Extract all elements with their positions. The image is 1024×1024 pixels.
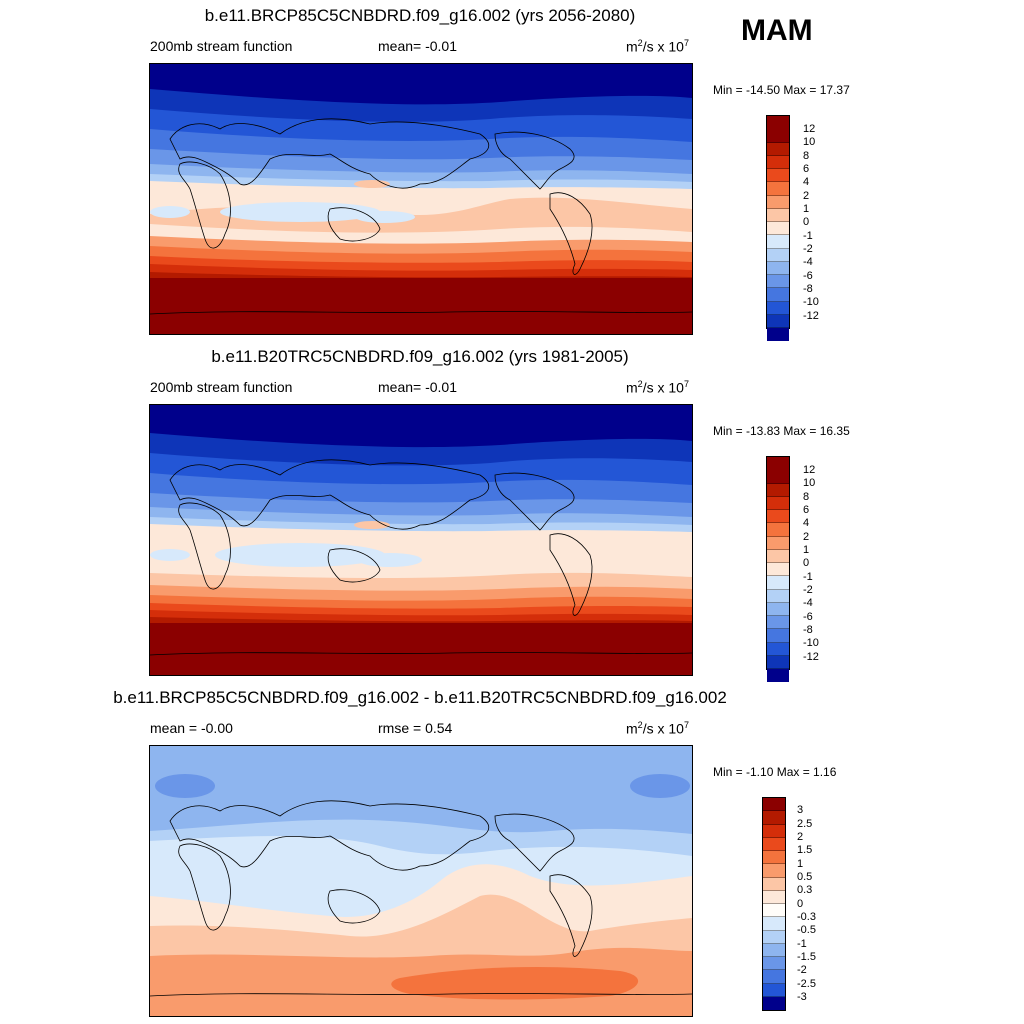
panel-1-minmax: Min = -14.50 Max = 17.37 [713,83,850,97]
panel-1-contour-field [150,64,692,334]
panel-2-variable-label: 200mb stream function [150,379,293,395]
panel-1-title: b.e11.BRCP85C5CNBDRD.f09_g16.002 (yrs 20… [204,6,636,25]
colorbar-label: -0.5 [797,924,816,936]
colorbar-label: -4 [803,256,813,268]
colorbar-label: 6 [803,163,810,175]
panel-2-mean-label: mean= -0.01 [378,379,457,395]
colorbar-label: 8 [803,491,810,503]
colorbar-label: 2 [797,831,804,843]
panel-1-map [149,63,693,335]
panel-1-units: m2/s x 107 [626,38,689,55]
colorbar-label: 2.5 [797,818,813,830]
panel-2-title: b.e11.B20TRC5CNBDRD.f09_g16.002 (yrs 198… [211,347,629,366]
colorbar-label: -12 [803,651,819,663]
panel-2-map [149,404,693,676]
colorbar-label: -1 [803,230,813,242]
panel-3-contour-field [150,746,692,1016]
colorbar-label: -1.5 [797,951,816,963]
colorbar-label: 0.5 [797,871,813,883]
colorbar-label: 3 [797,804,804,816]
colorbar-label: -6 [803,611,813,623]
colorbar-label: 1 [803,544,810,556]
panel-1-colorbar [766,115,790,342]
season-label: MAM [741,14,813,47]
panel-3-minmax: Min = -1.10 Max = 1.16 [713,765,837,779]
panel-3-units: m2/s x 107 [626,720,689,737]
colorbar-label: 4 [803,517,810,529]
panel-3-colorbar [762,797,786,1011]
panel-3-map [149,745,693,1017]
colorbar-label: -1 [803,571,813,583]
panel-1-variable-label: 200mb stream function [150,38,293,54]
colorbar-label: 10 [803,136,816,148]
colorbar-label: -2 [803,243,813,255]
colorbar-label: 1 [803,203,810,215]
colorbar-label: -2 [797,964,807,976]
colorbar-label: -0.3 [797,911,816,923]
colorbar-label: 12 [803,464,816,476]
colorbar-label: -4 [803,597,813,609]
colorbar-label: 1.5 [797,844,813,856]
colorbar-label: 4 [803,176,810,188]
colorbar-label: 6 [803,504,810,516]
colorbar-label: -6 [803,270,813,282]
panel-3-title: b.e11.BRCP85C5CNBDRD.f09_g16.002 - b.e11… [113,688,727,707]
colorbar-label: -10 [803,637,819,649]
panel-3-rmse-label: rmse = 0.54 [378,720,453,736]
colorbar-label: 0.3 [797,884,813,896]
panel-1-mean-label: mean= -0.01 [378,38,457,54]
colorbar-label: 2 [803,190,810,202]
colorbar-label: -3 [797,991,807,1003]
colorbar-label: -1 [797,938,807,950]
panel-3-mean-label: mean = -0.00 [150,720,233,736]
colorbar-label: 12 [803,123,816,135]
colorbar-label: -10 [803,296,819,308]
panel-2-minmax: Min = -13.83 Max = 16.35 [713,424,850,438]
colorbar-label: 0 [803,557,810,569]
colorbar-label: -8 [803,624,813,636]
colorbar-label: 0 [797,898,804,910]
colorbar-label: -2 [803,584,813,596]
colorbar-label: 8 [803,150,810,162]
colorbar-label: 2 [803,531,810,543]
panel-2-colorbar [766,456,790,683]
colorbar-label: 10 [803,477,816,489]
colorbar-label: -8 [803,283,813,295]
colorbar-label: 1 [797,858,804,870]
colorbar-label: 0 [803,216,810,228]
panel-2-contour-field [150,405,692,675]
colorbar-label: -12 [803,310,819,322]
panel-2-units: m2/s x 107 [626,379,689,396]
colorbar-label: -2.5 [797,978,816,990]
